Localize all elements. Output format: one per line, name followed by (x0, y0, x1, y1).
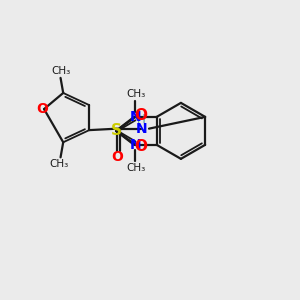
Text: CH₃: CH₃ (127, 89, 146, 99)
Text: CH₃: CH₃ (50, 159, 69, 169)
Text: N: N (130, 138, 141, 152)
Text: H: H (137, 113, 146, 126)
Text: CH₃: CH₃ (127, 163, 146, 172)
Text: O: O (37, 102, 49, 116)
Text: O: O (111, 150, 123, 164)
Text: S: S (111, 123, 122, 138)
Text: N: N (130, 110, 141, 124)
Text: O: O (134, 139, 147, 154)
Text: O: O (134, 108, 147, 123)
Text: CH₃: CH₃ (51, 66, 70, 76)
Text: N: N (136, 122, 148, 136)
